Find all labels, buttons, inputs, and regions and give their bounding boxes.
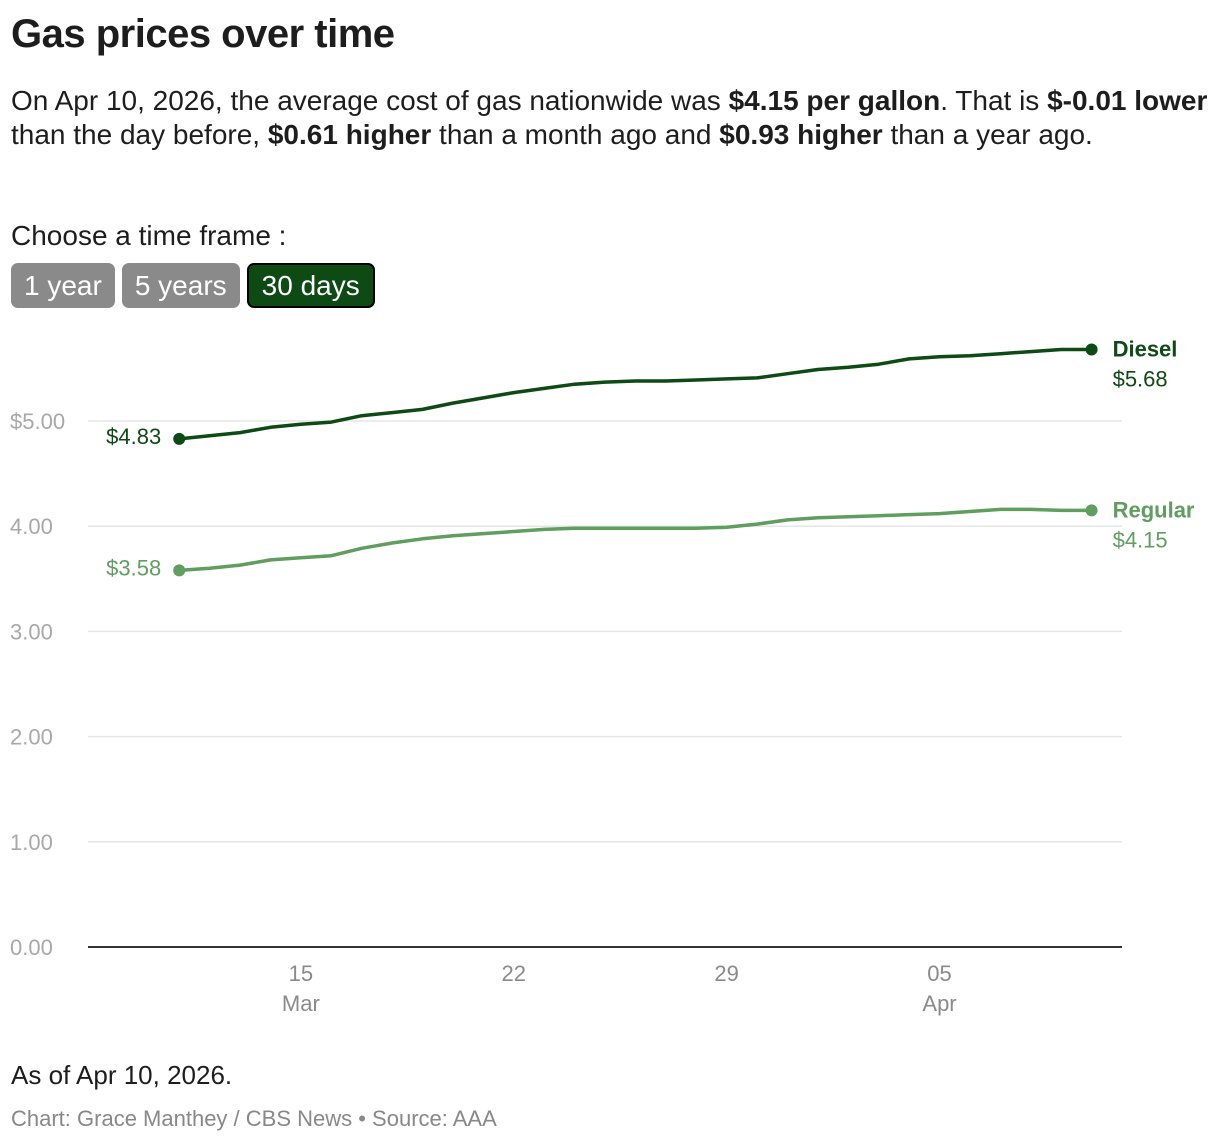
summary-highlight: $-0.01 lower [1047,85,1208,116]
summary-highlight: $0.93 higher [719,119,883,150]
as-of-note: As of Apr 10, 2026. [11,1060,233,1090]
x-tick-label: 05 [927,961,951,986]
y-tick-label: 2.00 [10,725,53,750]
gas-price-chart: 0.00 1.00 2.00 3.00 4.00 $5.00 15 Mar 22 29 05 Apr… [10,336,1195,1016]
timeframe-5-years-button[interactable]: 5 years [121,263,240,308]
chart-credit: Chart: Grace Manthey / CBS News • Source… [11,1106,497,1131]
timeframe-label: Choose a time frame : [11,220,287,251]
series-lines: $4.83 Diesel $5.68 $3.58 Regular $4.15 [106,336,1195,580]
x-tick-label: 22 [502,961,526,986]
y-tick-label: 1.00 [10,830,53,855]
x-tick-label: 15 [289,961,313,986]
diesel-line [177,347,1094,441]
timeframe-1-year-button[interactable]: 1 year [11,263,115,308]
timeframe-selector: 1 year 5 years 30 days [11,263,375,308]
diesel-end-point [1085,343,1098,356]
summary-highlight: $4.15 per gallon [728,85,941,116]
y-tick-label: 3.00 [10,619,53,644]
x-tick-month-label: Mar [282,991,320,1016]
summary-part: than a month ago and [431,119,720,150]
regular-start-label: $3.58 [106,555,161,580]
y-tick-label: $5.00 [10,409,65,434]
summary-part: than the day before, [11,119,268,150]
regular-start-point [173,564,186,577]
y-axis: 0.00 1.00 2.00 3.00 4.00 $5.00 [10,409,65,960]
x-tick-label: 29 [714,961,738,986]
x-tick-month-label: Apr [922,991,956,1016]
summary-highlight: $0.61 higher [267,119,432,150]
x-axis: 15 Mar 22 29 05 Apr [282,961,957,1016]
summary-part: On Apr 10, 2026, the average cost of gas… [11,85,729,116]
summary-part: . That is [940,85,1048,116]
gridlines [88,420,1122,948]
diesel-series-label: Diesel [1113,336,1178,361]
y-tick-label: 4.00 [10,514,53,539]
diesel-start-point [173,432,186,445]
regular-series-label: Regular [1113,497,1195,522]
diesel-end-label: $5.68 [1113,366,1168,391]
regular-line [177,507,1094,573]
summary-part: than a year ago. [882,119,1093,150]
regular-end-point [1085,504,1098,517]
regular-end-label: $4.15 [1113,527,1168,552]
page-title: Gas prices over time [11,12,395,56]
timeframe-30-days-button[interactable]: 30 days [246,263,375,308]
diesel-start-label: $4.83 [106,424,161,449]
summary-text: On Apr 10, 2026, the average cost of gas… [11,84,1211,152]
y-tick-label: 0.00 [10,935,53,960]
